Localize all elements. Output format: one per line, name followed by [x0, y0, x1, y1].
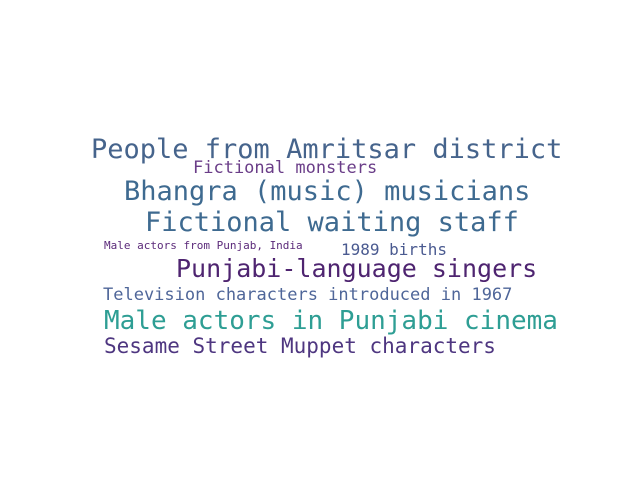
- word-fictional-waiting-staff: Fictional waiting staff: [145, 207, 519, 238]
- word-fictional-monsters: Fictional monsters: [193, 158, 378, 178]
- word-bhangra-music-musicians: Bhangra (music) musicians: [124, 176, 531, 207]
- word-people-from-amritsar-district: People from Amritsar district: [91, 134, 563, 165]
- word-sesame-street-muppet-characters: Sesame Street Muppet characters: [104, 334, 496, 358]
- word-male-actors-from-punjab-india: Male actors from Punjab, India: [104, 239, 303, 252]
- word-television-characters-introduced-in-1967: Television characters introduced in 1967: [103, 285, 513, 305]
- word-punjabi-language-singers: Punjabi-language singers: [176, 254, 538, 283]
- word-1989-births: 1989 births: [341, 240, 447, 259]
- word-male-actors-in-punjabi-cinema: Male actors in Punjabi cinema: [104, 306, 558, 336]
